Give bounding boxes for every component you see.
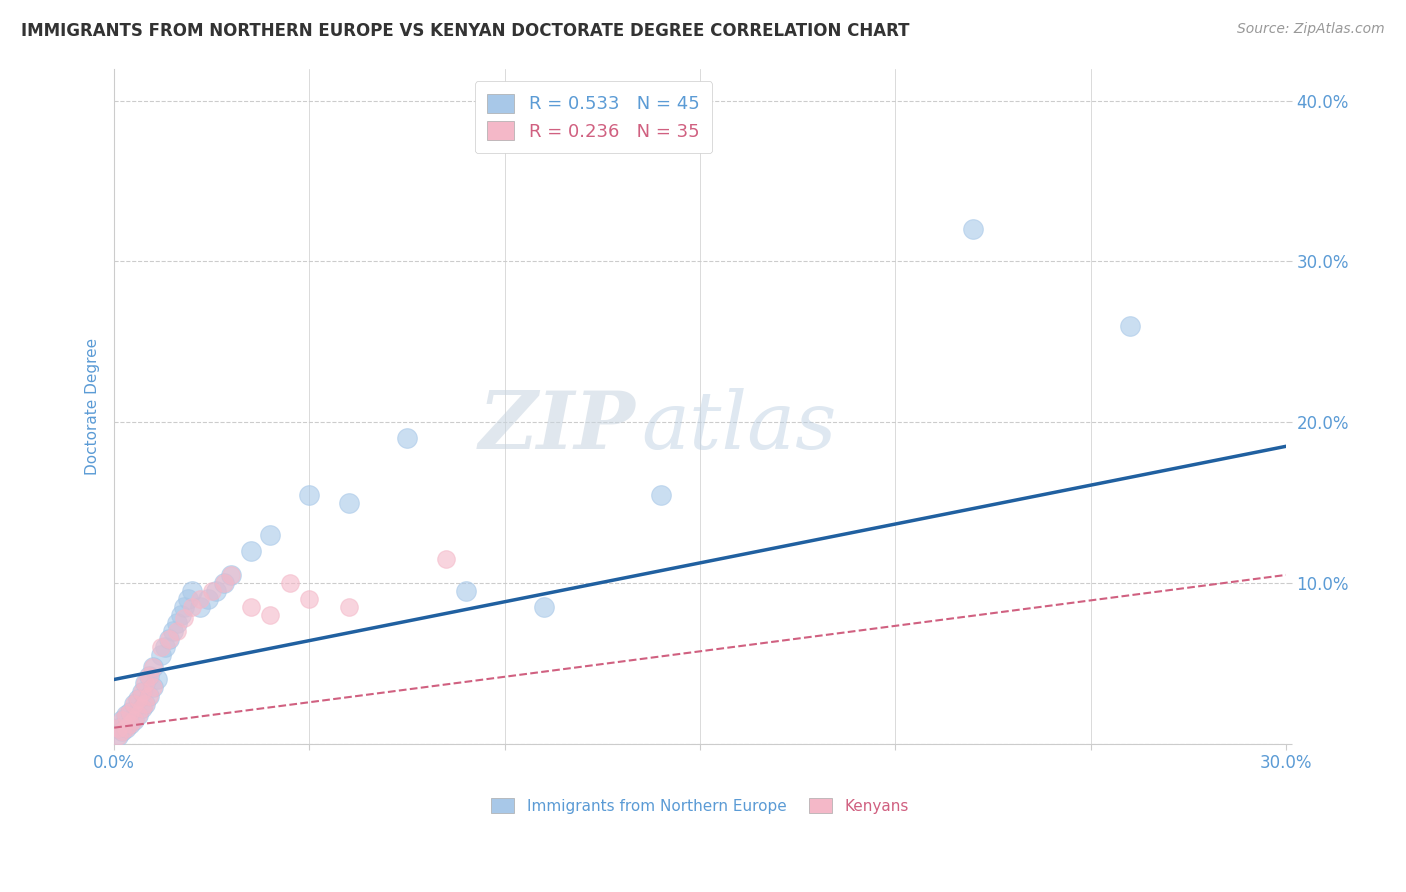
Point (115, 707, 138, 722)
Point (127, 707, 149, 722)
Point (134, 675, 156, 690)
Point (298, 592, 321, 607)
Point (188, 600, 211, 615)
Point (107, 721, 129, 735)
Point (173, 611, 195, 625)
Point (127, 707, 149, 722)
Point (337, 495, 360, 509)
Point (127, 691, 149, 706)
Point (157, 632, 180, 647)
Point (150, 648, 173, 663)
Point (259, 608, 281, 623)
Point (204, 584, 226, 599)
Point (138, 689, 160, 703)
Point (201, 584, 224, 599)
Point (396, 431, 419, 445)
Point (131, 685, 153, 699)
Point (177, 592, 200, 607)
Point (134, 675, 156, 690)
Text: Source: ZipAtlas.com: Source: ZipAtlas.com (1237, 22, 1385, 37)
Point (122, 697, 145, 711)
Point (115, 707, 138, 722)
Point (111, 723, 134, 738)
Point (337, 600, 360, 615)
Point (111, 723, 134, 738)
Point (169, 608, 191, 623)
Point (127, 691, 149, 706)
Point (221, 568, 243, 582)
Point (173, 600, 195, 615)
Text: ZIP: ZIP (478, 388, 636, 465)
Point (278, 576, 301, 591)
Point (166, 624, 188, 639)
Point (111, 713, 134, 727)
Point (153, 640, 176, 655)
Point (118, 717, 141, 731)
Point (181, 584, 204, 599)
Point (118, 717, 141, 731)
Point (107, 729, 129, 743)
Text: atlas: atlas (641, 388, 837, 465)
Point (122, 713, 145, 727)
Point (454, 584, 477, 599)
Point (115, 721, 138, 735)
Point (434, 552, 457, 566)
Point (111, 713, 134, 727)
Point (166, 616, 188, 631)
Point (134, 697, 156, 711)
Point (142, 659, 165, 673)
Point (188, 592, 211, 607)
Point (107, 729, 129, 743)
Point (142, 659, 165, 673)
Point (122, 713, 145, 727)
Point (118, 705, 141, 719)
Point (115, 721, 138, 735)
Point (212, 576, 235, 591)
Point (157, 632, 180, 647)
Point (650, 487, 672, 501)
Point (142, 681, 165, 695)
Point (298, 487, 321, 501)
Point (1118, 318, 1140, 333)
Point (239, 544, 262, 558)
Point (962, 222, 984, 236)
Point (142, 681, 165, 695)
Point (131, 701, 153, 715)
Point (259, 527, 281, 541)
Text: IMMIGRANTS FROM NORTHERN EUROPE VS KENYAN DOCTORATE DEGREE CORRELATION CHART: IMMIGRANTS FROM NORTHERN EUROPE VS KENYA… (21, 22, 910, 40)
Point (122, 697, 145, 711)
Y-axis label: Doctorate Degree: Doctorate Degree (86, 337, 100, 475)
Point (138, 669, 160, 683)
Point (138, 689, 160, 703)
Point (181, 600, 204, 615)
Point (239, 600, 262, 615)
Point (107, 721, 129, 735)
Point (197, 592, 219, 607)
Point (138, 669, 160, 683)
Legend: Immigrants from Northern Europe, Kenyans: Immigrants from Northern Europe, Kenyans (482, 789, 918, 822)
Point (221, 568, 243, 582)
Point (533, 600, 555, 615)
Point (162, 624, 184, 639)
Point (146, 673, 169, 687)
Point (134, 697, 156, 711)
Point (118, 705, 141, 719)
Point (131, 685, 153, 699)
Point (131, 701, 153, 715)
Point (212, 576, 235, 591)
Point (150, 640, 173, 655)
